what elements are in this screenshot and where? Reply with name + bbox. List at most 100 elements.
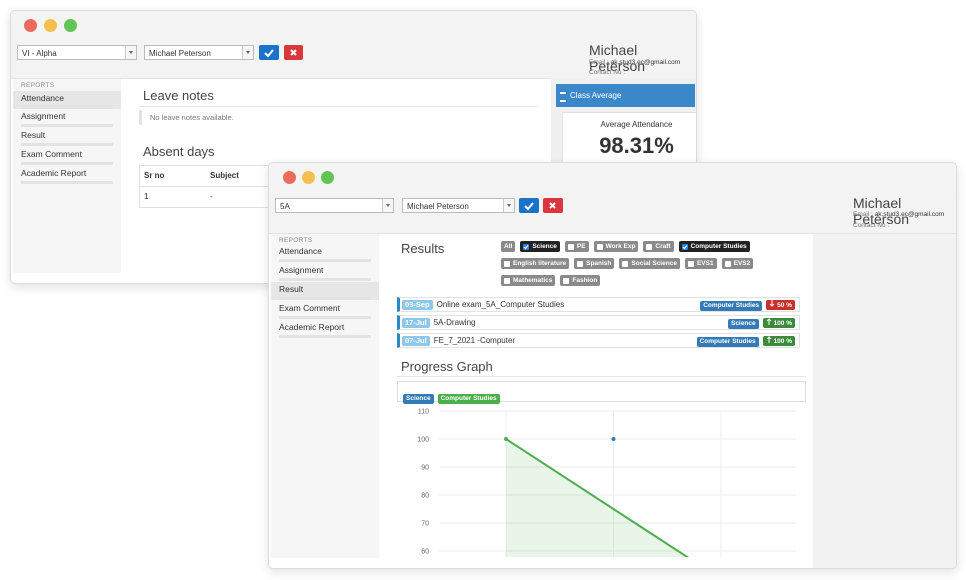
subject-badge: Science	[727, 319, 759, 329]
sidebar-item[interactable]: Exam Comment	[271, 301, 379, 319]
select-text: Michael Peterson	[149, 49, 211, 58]
cancel-button[interactable]	[543, 198, 563, 213]
filter-label: Spanish	[586, 260, 612, 267]
minimize-dot[interactable]	[44, 19, 57, 32]
filter-label: Social Science	[631, 260, 677, 267]
filter-tag[interactable]: Work Exp	[593, 241, 639, 252]
result-title: FE_7_2021 -Computer	[433, 336, 516, 345]
item-underline	[21, 106, 113, 109]
score: 50 %	[777, 302, 792, 309]
result-row[interactable]: 03-Sep Online exam_5A_Computer Studies Com…	[397, 297, 800, 312]
zoom-dot[interactable]	[64, 19, 77, 32]
student-select[interactable]: Michael Peterson	[402, 198, 515, 213]
checkbox	[596, 243, 603, 250]
progress-chart: 60 70 80 90 100 110	[417, 409, 796, 557]
sidebar-item[interactable]: Exam Comment	[13, 147, 121, 165]
class-select[interactable]: VI - Alpha	[17, 45, 137, 60]
y-tick-label: 60	[421, 549, 429, 556]
table-cell: Sr no	[144, 171, 165, 180]
average-label: Average Attendance	[600, 120, 673, 129]
email: ak.stud3.ec@gmail.com	[874, 211, 945, 218]
filter-tag[interactable]: Craft	[643, 241, 674, 252]
checkbox	[504, 260, 510, 267]
item-underline	[279, 278, 371, 281]
filter-tag[interactable]: EVS1	[684, 258, 717, 269]
email-label: Email :	[853, 211, 873, 218]
item-underline	[279, 335, 371, 338]
filter-tag[interactable]: Social Science	[619, 258, 680, 269]
filter-tag[interactable]: Science	[520, 241, 560, 252]
result-row[interactable]: 07-Jul FE_7_2021 -Computer Computer Studie…	[397, 333, 800, 348]
item-underline	[21, 181, 113, 184]
filter-label: EVS2	[733, 260, 751, 267]
sidebar-item[interactable]: Academic Report	[271, 320, 379, 338]
checkbox	[567, 243, 574, 250]
subject-badge: Computer Studies	[696, 337, 759, 347]
sidebar-item[interactable]: Attendance	[271, 244, 379, 262]
profile-name: Michael Peterson	[589, 42, 646, 74]
legend-item[interactable]: Computer Studies	[437, 394, 500, 404]
filter-tag[interactable]: English literature	[501, 258, 570, 269]
filter-label: Computer Studies	[690, 243, 747, 250]
sidebar-heading: REPORTS	[21, 82, 55, 89]
filter-tag[interactable]: Computer Studies	[678, 241, 750, 252]
filter-tag[interactable]: EVS2	[721, 258, 754, 269]
empty-note: No leave notes available.	[139, 110, 537, 125]
filter-label: EVS1	[696, 260, 714, 267]
minimize-dot[interactable]	[302, 171, 315, 184]
date-badge: 17-Jul	[402, 318, 430, 328]
result-badges: Science 100 %	[727, 316, 795, 329]
sidebar-heading: REPORTS	[279, 237, 313, 244]
profile-contact: Contact No :	[853, 222, 890, 229]
zoom-dot[interactable]	[321, 171, 334, 184]
sidebar-item[interactable]: Assignment	[271, 263, 379, 281]
confirm-button[interactable]	[259, 45, 279, 60]
checkbox	[646, 243, 653, 250]
date-badge: 07-Jul	[402, 336, 430, 346]
close-dot[interactable]	[24, 19, 37, 32]
item-underline	[21, 162, 113, 165]
filter-tag[interactable]: PE	[564, 241, 589, 252]
section-title: Results	[401, 241, 445, 256]
filter-tag[interactable]: Spanish	[574, 258, 615, 269]
email-label: Email :	[589, 59, 609, 66]
filter-tag[interactable]: Fashion	[560, 275, 601, 286]
checkbox	[687, 260, 694, 267]
legend-item[interactable]: Science	[403, 394, 434, 404]
sidebar-item[interactable]: Academic Report	[13, 166, 121, 184]
sidebar-item[interactable]: Result	[13, 128, 121, 146]
close-dot[interactable]	[283, 171, 296, 184]
class-select[interactable]: 5A	[275, 198, 394, 213]
profile-email: Email : ak.stud3.ec@gmail.com	[589, 59, 680, 66]
title-bar	[11, 11, 696, 39]
date-badge: 03-Sep	[402, 300, 433, 310]
result-badges: Computer Studies 50 %	[700, 298, 795, 311]
result-badges: Computer Studies 100 %	[696, 334, 795, 347]
section-title: Progress Graph	[401, 359, 493, 374]
result-row[interactable]: 17-Jul 5A-Drawing Science 100 %	[397, 315, 800, 330]
y-tick-label: 100	[417, 437, 429, 444]
filter-tag[interactable]: Mathematics	[501, 275, 556, 286]
filter-tag[interactable]: All	[501, 241, 516, 252]
filter-label: Work Exp	[605, 243, 636, 250]
checkbox	[622, 260, 629, 267]
student-select[interactable]: Michael Peterson	[144, 45, 254, 60]
front-window: 5A Michael Peterson Michael Peterson Ema…	[268, 162, 957, 569]
average-value: 98.31%	[599, 133, 674, 158]
checkbox	[563, 277, 570, 284]
confirm-button[interactable]	[519, 198, 539, 213]
sidebar-item[interactable]: Result	[271, 282, 379, 300]
sidebar: REPORTS Attendance Assignment Result Exam Co…	[271, 234, 379, 558]
email: ak.stud3.ec@gmail.com	[610, 59, 681, 66]
item-underline	[21, 124, 113, 127]
subject-badge: Computer Studies	[700, 301, 763, 311]
back-window: VI - Alpha Michael Peterson Michael Pete…	[10, 10, 697, 284]
sidebar-item[interactable]: Assignment	[13, 109, 121, 127]
checkbox	[724, 260, 731, 267]
sidebar-item[interactable]: Attendance	[13, 91, 121, 109]
item-underline	[279, 259, 371, 262]
cancel-button[interactable]	[284, 45, 303, 60]
subject-filters: All Science PE Work Exp Craft Computer Studie…	[501, 241, 761, 292]
y-tick-label: 90	[421, 465, 429, 472]
data-point	[504, 437, 508, 441]
